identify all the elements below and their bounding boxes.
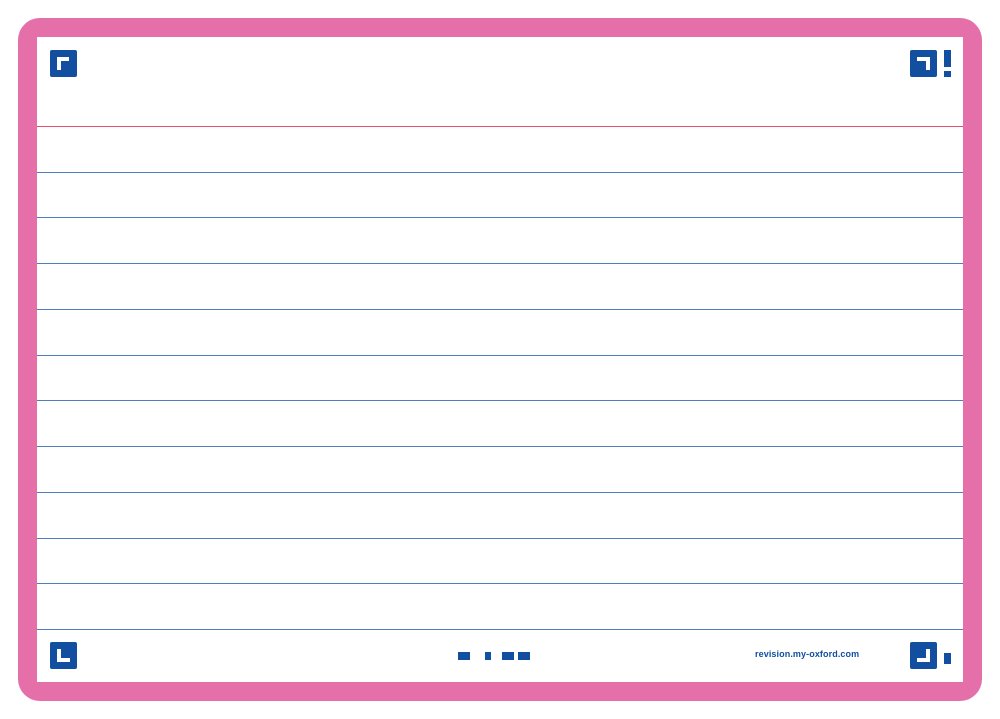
footer-url: revision.my-oxford.com xyxy=(755,649,860,659)
difficulty-mark-4 xyxy=(518,652,530,660)
line-8 xyxy=(37,492,963,493)
difficulty-mark-3 xyxy=(502,652,514,660)
difficulty-mark-1 xyxy=(458,652,470,660)
line-7 xyxy=(37,446,963,447)
line-5 xyxy=(37,355,963,356)
line-3 xyxy=(37,263,963,264)
line-6 xyxy=(37,400,963,401)
writing-area xyxy=(37,37,963,682)
corner-bottom-right-icon xyxy=(910,642,937,669)
line-2 xyxy=(37,217,963,218)
bottom-right-bar-icon xyxy=(944,653,951,664)
line-11 xyxy=(37,629,963,630)
line-9 xyxy=(37,538,963,539)
corner-bottom-left-icon xyxy=(50,642,77,669)
difficulty-mark-2 xyxy=(485,652,491,660)
exclamation-icon xyxy=(944,50,951,67)
exclamation-dot-icon xyxy=(944,71,951,77)
header-rule xyxy=(37,126,963,127)
corner-top-left-icon xyxy=(50,50,77,77)
line-4 xyxy=(37,309,963,310)
line-1 xyxy=(37,172,963,173)
line-10 xyxy=(37,583,963,584)
corner-top-right-icon xyxy=(910,50,937,77)
